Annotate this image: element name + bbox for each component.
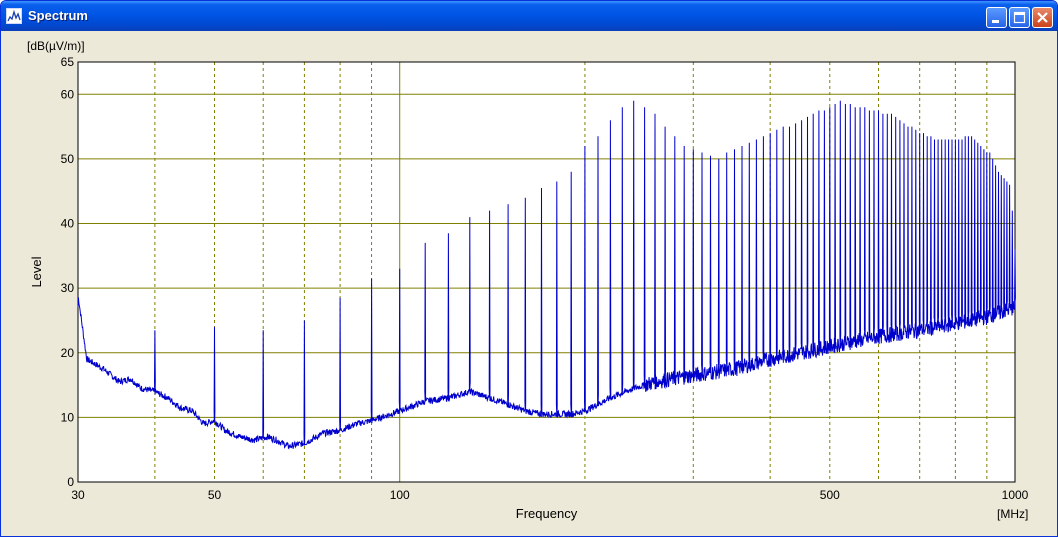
y-tick-label: 40: [61, 217, 75, 231]
title-bar[interactable]: Spectrum: [1, 1, 1057, 31]
x-tick-label: 30: [71, 488, 85, 502]
x-tick-label: 1000: [1002, 488, 1029, 502]
spectrum-app-icon[interactable]: [6, 8, 22, 24]
y-axis-label: Level: [29, 256, 44, 287]
maximize-button[interactable]: [1009, 7, 1030, 28]
spectrum-chart: 0 10 20 30 40 50 60 65 30 50 100 500 1000 Frequency [M…: [27, 39, 1029, 521]
close-icon: [1037, 12, 1048, 23]
x-axis-label: Frequency: [516, 506, 578, 521]
close-button[interactable]: [1032, 7, 1053, 28]
y-tick-label: 50: [61, 152, 75, 166]
y-tick-label: 20: [61, 346, 75, 360]
y-tick-label: 10: [61, 410, 75, 424]
y-tick-label: 65: [61, 55, 75, 69]
y-axis-unit: [dB(µV/m)]: [27, 39, 85, 53]
maximize-icon: [1013, 11, 1026, 24]
spectrum-trace: [77, 100, 1016, 450]
x-tick-label: 500: [820, 488, 840, 502]
y-tick-label: 0: [67, 475, 74, 489]
x-tick-label: 100: [390, 488, 410, 502]
minimize-button[interactable]: [986, 7, 1007, 28]
x-tick-label: 50: [208, 488, 222, 502]
window-title: Spectrum: [28, 8, 88, 23]
x-axis-unit: [MHz]: [997, 507, 1028, 521]
minimize-icon: [992, 20, 999, 23]
chart-area: 0 10 20 30 40 50 60 65 30 50 100 500 1000 Frequency [M…: [5, 31, 1055, 535]
y-tick-label: 60: [61, 87, 75, 101]
y-tick-label: 30: [61, 281, 75, 295]
